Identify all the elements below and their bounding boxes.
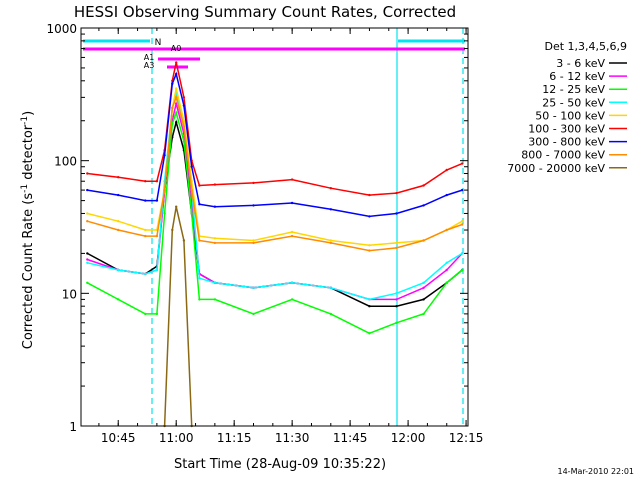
x-tick-label: 11:30: [275, 431, 310, 445]
legend-label: 7000 - 20000 keV: [507, 162, 605, 175]
series-line: [163, 206, 193, 427]
x-tick-label: 11:00: [159, 431, 194, 445]
series-line: [87, 90, 463, 301]
series-line: [87, 62, 463, 196]
legend-label: 100 - 300 keV: [528, 123, 605, 136]
series-line: [86, 119, 463, 307]
y-axis-label-end: ): [21, 111, 36, 116]
series-6: [86, 71, 464, 218]
series-7: [86, 94, 464, 252]
x-tick-label: 12:00: [391, 431, 426, 445]
legend-title: Det 1,3,4,5,6,9: [544, 40, 627, 53]
x-tick-label: 12:15: [449, 431, 484, 445]
attenuator-label: A1: [144, 53, 155, 62]
series-line: [87, 94, 463, 252]
series-group: [86, 61, 464, 428]
series-line: [87, 71, 463, 218]
x-tick-label: 11:45: [333, 431, 368, 445]
y-tick-label: 1: [69, 420, 77, 434]
x-axis-label: Start Time (28-Aug-09 10:35:22): [174, 457, 386, 472]
series-line: [87, 103, 463, 301]
y-axis-label-sup2: -1: [20, 116, 30, 125]
series-0: [86, 119, 464, 308]
y-axis-label: Corrected Count Rate (s-1 detector-1): [20, 111, 36, 349]
legend-label: 800 - 7000 keV: [521, 149, 605, 162]
series-8: [163, 205, 193, 428]
chart-title: HESSI Observing Summary Count Rates, Cor…: [74, 3, 456, 21]
attenuator-label: A0: [171, 44, 182, 53]
x-axis: 10:45 11:00 11:15 11:30 11:45 12:00 12:15: [98, 28, 484, 445]
legend-label: 3 - 6 keV: [556, 57, 605, 70]
y-axis-label-mid: detector: [21, 124, 36, 184]
series-line: [86, 110, 463, 335]
footer-timestamp: 14-Mar-2010 22:01: [558, 467, 635, 476]
legend-label: 12 - 25 keV: [542, 83, 605, 96]
attenuator-label: A3: [144, 61, 155, 70]
legend-label: 50 - 100 keV: [535, 109, 605, 122]
y-tick-label: 10: [62, 287, 77, 301]
overlay-group: NA1 A0 A3: [83, 28, 465, 426]
plot-frame: [80, 27, 469, 427]
series-line: [87, 88, 463, 247]
series-2: [86, 110, 464, 335]
series-4: [86, 87, 464, 247]
y-tick-label: 1000: [46, 22, 77, 36]
y-axis-label-sup1: -1: [20, 184, 30, 193]
y-tick-label: 100: [54, 155, 77, 169]
night-label: N: [155, 38, 162, 48]
series-1: [86, 102, 464, 301]
series-3: [86, 90, 464, 301]
legend-label: 25 - 50 keV: [542, 96, 605, 109]
series-5: [86, 61, 464, 197]
legend-label: 6 - 12 keV: [549, 70, 605, 83]
y-axis: 1 10 100 1000: [46, 22, 468, 434]
y-axis-label-main: Corrected Count Rate (s: [21, 193, 36, 350]
legend-label: 300 - 800 keV: [528, 136, 605, 149]
x-tick-label: 11:15: [217, 431, 252, 445]
x-tick-label: 10:45: [101, 431, 136, 445]
